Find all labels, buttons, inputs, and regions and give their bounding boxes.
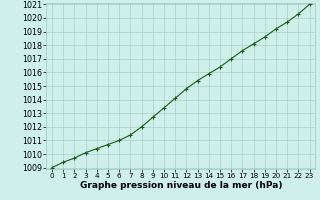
X-axis label: Graphe pression niveau de la mer (hPa): Graphe pression niveau de la mer (hPa) (80, 181, 282, 190)
